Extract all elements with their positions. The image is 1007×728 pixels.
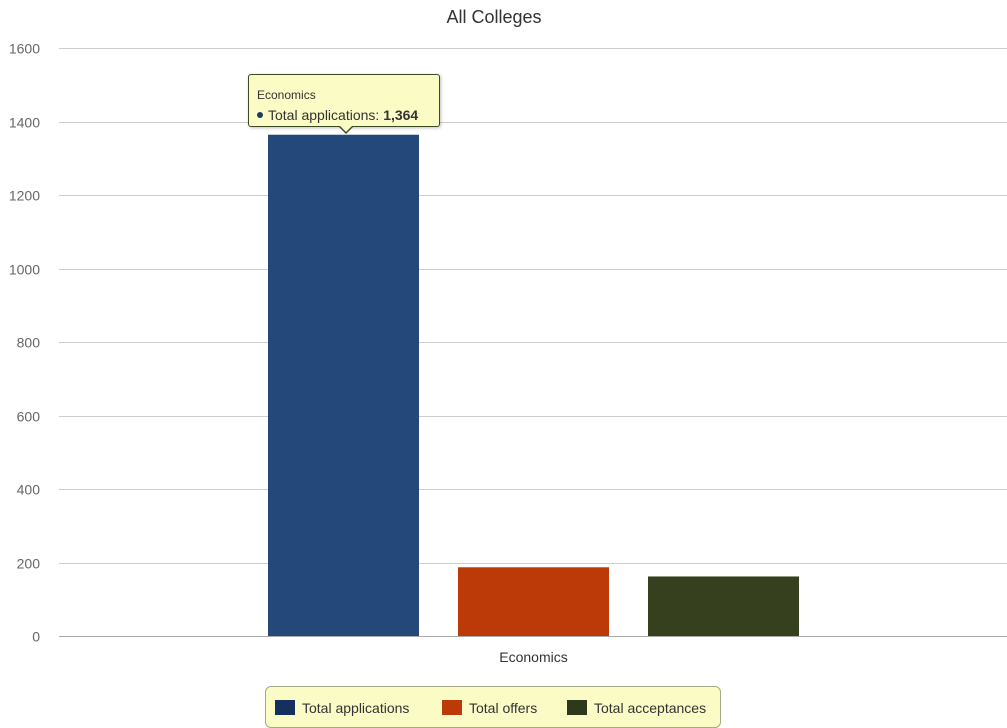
tooltip-category: Economics	[257, 88, 316, 102]
bar-total-applications[interactable]	[268, 134, 419, 637]
tooltip: Economics Total applications: 1,364	[248, 74, 440, 134]
bars	[268, 134, 799, 637]
y-tick-label: 600	[17, 409, 41, 425]
y-tick-label: 200	[17, 556, 41, 572]
legend-label-total-offers: Total offers	[469, 700, 538, 716]
y-tick-label: 1200	[9, 188, 40, 204]
y-tick-label: 800	[17, 335, 41, 351]
legend-swatch-total-applications	[275, 700, 295, 715]
x-axis-categories: Economics	[499, 649, 567, 665]
x-category-label: Economics	[499, 649, 567, 665]
y-tick-label: 1000	[9, 262, 40, 278]
legend: Total applications Total offers Total ac…	[265, 686, 721, 728]
legend-item-total-applications[interactable]: Total applications	[275, 700, 409, 716]
gridlines	[59, 48, 1007, 637]
legend-label-total-acceptances: Total acceptances	[594, 700, 707, 716]
tooltip-series-label: Total applications:	[268, 107, 380, 123]
y-tick-label: 1400	[9, 115, 40, 131]
legend-swatch-total-offers	[442, 700, 462, 715]
y-tick-label: 400	[17, 482, 41, 498]
series-dot-icon	[257, 112, 263, 119]
tooltip-row: Total applications: 1,364	[257, 106, 431, 124]
legend-label-total-applications: Total applications	[302, 700, 410, 716]
tooltip-value: 1,364	[383, 107, 419, 123]
legend-swatch-total-acceptances	[567, 700, 587, 715]
legend-item-total-offers[interactable]: Total offers	[442, 700, 537, 716]
y-axis-ticks: 0 200 400 600 800 1000 1200 1400 1600	[9, 41, 40, 645]
y-tick-label: 0	[32, 629, 40, 645]
y-tick-label: 1600	[9, 41, 40, 57]
chart-title: All Colleges	[446, 7, 541, 27]
tooltip-pointer-fill	[339, 125, 353, 132]
bar-total-offers[interactable]	[458, 567, 609, 636]
legend-item-total-acceptances[interactable]: Total acceptances	[567, 700, 706, 716]
bar-total-acceptances[interactable]	[648, 576, 799, 636]
